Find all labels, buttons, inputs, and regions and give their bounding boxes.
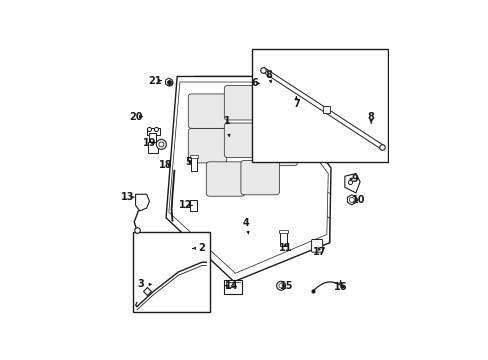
Bar [251,49,387,162]
Text: 7: 7 [292,99,299,109]
Bar [189,155,198,158]
Bar [146,128,160,135]
Text: 1: 1 [223,116,230,126]
FancyBboxPatch shape [259,131,297,166]
FancyBboxPatch shape [188,129,226,163]
Text: 2: 2 [198,243,205,253]
Circle shape [159,142,163,147]
FancyBboxPatch shape [224,86,262,120]
FancyBboxPatch shape [188,94,226,128]
Circle shape [156,139,166,149]
Text: 18: 18 [159,160,173,170]
Bar [280,231,287,246]
Text: 4: 4 [243,219,249,228]
Text: 16: 16 [333,282,347,292]
Bar [224,280,242,294]
Text: 15: 15 [279,281,293,291]
Bar [322,105,329,113]
Bar [279,230,288,233]
Text: 11: 11 [278,243,291,253]
Text: 13: 13 [120,192,134,202]
Polygon shape [344,174,359,193]
Text: 3: 3 [138,279,144,289]
Text: 17: 17 [312,247,326,257]
Text: 19: 19 [142,138,156,148]
Circle shape [278,284,283,288]
Text: 6: 6 [251,78,258,89]
FancyBboxPatch shape [241,161,279,195]
Bar [191,157,196,171]
Text: 8: 8 [367,112,374,122]
Bar [226,282,233,287]
Polygon shape [135,194,149,211]
Text: 14: 14 [224,281,238,291]
Bar [149,133,156,144]
FancyBboxPatch shape [259,97,297,131]
Bar [190,200,197,211]
Bar [133,232,210,312]
Text: 8: 8 [264,70,271,80]
Circle shape [348,197,354,202]
Text: 9: 9 [350,174,357,184]
Polygon shape [168,82,327,273]
Polygon shape [193,76,329,243]
Polygon shape [166,76,330,282]
Text: 10: 10 [351,195,365,205]
Bar [148,142,158,153]
Circle shape [276,281,285,290]
Text: 20: 20 [128,112,142,122]
Text: 21: 21 [148,76,162,86]
Text: 12: 12 [178,201,192,210]
FancyBboxPatch shape [224,123,262,157]
Text: 5: 5 [184,157,191,167]
FancyBboxPatch shape [206,162,244,196]
FancyBboxPatch shape [311,239,322,252]
